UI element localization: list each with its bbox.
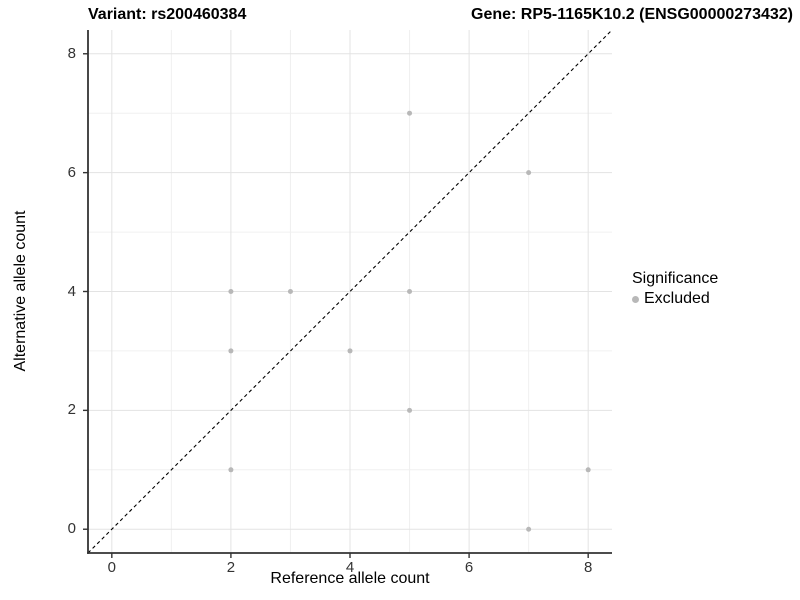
x-tick-label: 2 [226, 559, 236, 576]
data-point [407, 407, 413, 413]
data-point [526, 526, 532, 532]
gene-title: Gene: RP5-1165K10.2 (ENSG00000273432) [471, 6, 793, 23]
data-point [228, 348, 234, 354]
x-tick-label: 8 [584, 559, 593, 576]
data-point [585, 467, 591, 473]
y-tick-label: 8 [67, 44, 76, 62]
legend-title: Significance [632, 270, 719, 287]
legend-item-excluded: Excluded [632, 290, 718, 308]
y-tick-label: 2 [67, 401, 76, 419]
data-point [526, 170, 532, 176]
legend-point-icon [632, 295, 639, 303]
legend-item-label: Excluded [644, 290, 710, 307]
x-tick-label: 0 [107, 559, 116, 576]
legend: Significance Excluded [632, 270, 718, 308]
y-tick-label: 6 [67, 163, 76, 181]
y-tick-label: 0 [67, 520, 76, 538]
data-point [287, 289, 293, 294]
y-axis-title: Alternative allele count [12, 210, 29, 372]
data-point [228, 289, 234, 294]
data-point [407, 289, 413, 294]
data-point [228, 467, 234, 473]
data-point [407, 110, 413, 116]
x-tick-label: 4 [345, 559, 355, 576]
y-tick-label: 4 [67, 282, 76, 300]
scatter-plot-panel [83, 29, 613, 558]
x-axis-title: Reference allele count [270, 570, 430, 587]
data-point [347, 348, 353, 354]
variant-title: Variant: rs200460384 [88, 6, 247, 23]
x-tick-label: 6 [464, 559, 474, 576]
